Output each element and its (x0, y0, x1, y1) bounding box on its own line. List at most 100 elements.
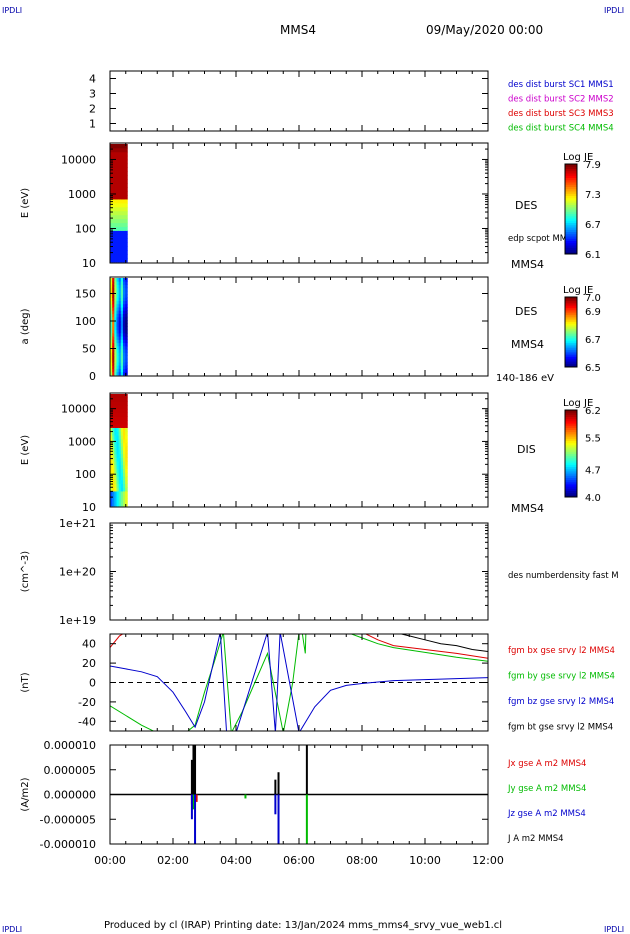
des-pitch-panel-pixel (125, 339, 128, 344)
des-pitch-panel-pixel (114, 323, 117, 327)
des-pitch-panel-pixel (116, 349, 120, 353)
des-pitch-panel-pixel (118, 313, 122, 318)
des-energy-panel-pixel (114, 238, 117, 243)
des-energy-panel-pixel (116, 171, 120, 176)
des-energy-panel-pixel (116, 183, 120, 188)
bfield-panel-y-tick-label: 20 (82, 657, 96, 670)
des-pitch-panel-pixel (112, 303, 115, 308)
des-pitch-panel-pixel (120, 294, 124, 298)
des-energy-panel-pixel (112, 206, 115, 212)
dis-energy-panel-colorbar-segment (565, 410, 577, 413)
dis-energy-panel-pixel (114, 408, 117, 414)
availability-panel-frame (109, 70, 489, 132)
des-energy-panel-pixel (122, 171, 126, 176)
des-energy-panel-pixel (122, 218, 126, 224)
dis-energy-panel-pixel (120, 423, 124, 428)
des-energy-panel-colorbar-segment (565, 238, 577, 241)
bfield-series-2 (110, 634, 488, 731)
dis-energy-panel-pixel (118, 450, 122, 455)
des-energy-panel-pixel (116, 234, 120, 239)
des-energy-panel-colorbar-segment (565, 213, 577, 217)
des-pitch-panel-pixel (125, 349, 128, 353)
des-pitch-panel-pixel (110, 371, 113, 376)
des-pitch-panel-pixel (112, 339, 115, 344)
des-pitch-panel-pixel (125, 362, 128, 366)
dis-energy-panel-pixel (122, 483, 126, 488)
des-energy-panel-pixel (116, 175, 120, 180)
des-pitch-panel-pixel (114, 368, 117, 373)
des-energy-panel-pixel (110, 183, 113, 188)
des-energy-panel-pixel (122, 210, 126, 216)
des-energy-panel-pixel (112, 234, 115, 239)
dis-energy-panel-pixel (116, 450, 120, 455)
dis-energy-panel-pixel (114, 476, 117, 481)
des-pitch-panel-pixel (120, 326, 124, 331)
des-energy-panel-pixel (116, 218, 120, 224)
des-pitch-panel-pixel (116, 342, 120, 347)
des-energy-panel-pixel (122, 226, 126, 231)
dis-energy-panel-colorbar-segment (565, 431, 577, 435)
availability-panel-y-tick-label: 3 (89, 88, 96, 101)
dis-energy-panel-pixel (116, 442, 120, 447)
bfield-series-1 (110, 634, 488, 659)
des-pitch-panel-pixel (120, 320, 124, 324)
des-energy-panel-pixel (114, 163, 117, 168)
des-pitch-panel-colorbar-segment (565, 360, 577, 363)
des-energy-panel-colorbar-segment (565, 231, 577, 235)
des-pitch-panel-y-tick-label: 100 (75, 315, 96, 328)
des-energy-panel-pixel (125, 159, 128, 165)
dis-energy-panel-pixel (118, 483, 122, 488)
dis-energy-panel-colorbar-segment (565, 433, 577, 437)
des-pitch-panel-pixel (116, 307, 120, 311)
dis-energy-panel-pixel (118, 394, 122, 399)
current-panel-y-tick-label: 0.000005 (44, 764, 97, 777)
dis-energy-panel-pixel (110, 435, 113, 440)
dis-energy-panel-colorbar-segment (565, 483, 577, 487)
dis-energy-panel-pixel (122, 450, 126, 455)
des-pitch-panel-pixel (110, 368, 113, 373)
des-pitch-panel-pixel (116, 323, 120, 327)
des-pitch-panel-pixel (114, 355, 117, 360)
des-energy-panel-colorbar-segment (565, 242, 577, 246)
des-pitch-panel-pixel (116, 278, 120, 282)
des-pitch-panel-pixel (125, 332, 128, 337)
des-pitch-panel-pixel (125, 320, 128, 324)
des-energy-panel-pixel (112, 147, 115, 153)
des-energy-panel-pixel (118, 218, 122, 224)
dis-energy-panel-pixel (112, 461, 115, 466)
current-panel-y-tick-label: -0.000010 (40, 838, 96, 851)
des-energy-panel-colorbar-tick-label: 6.1 (585, 250, 601, 261)
dis-energy-panel-pixel (118, 438, 122, 443)
des-pitch-panel-pixel (114, 287, 117, 292)
dis-energy-panel-pixel (114, 405, 117, 410)
corner-label-top-left: IPDLI (2, 6, 22, 15)
des-pitch-panel-pixel (112, 371, 115, 376)
des-pitch-panel-pixel (114, 326, 117, 331)
dis-energy-panel-pixel (112, 405, 115, 410)
dis-energy-panel-pixel (120, 442, 124, 447)
des-pitch-panel-pixel (118, 352, 122, 356)
des-pitch-panel-colorbar-segment (565, 358, 577, 361)
des-energy-panel-pixel (120, 163, 124, 168)
des-energy-panel-pixel (122, 147, 126, 153)
des-pitch-panel-pixel (120, 345, 124, 350)
des-energy-panel-pixel (110, 203, 113, 208)
des-pitch-panel-pixel (122, 342, 126, 347)
dis-energy-panel-pixel (120, 438, 124, 443)
des-energy-panel-pixel (125, 179, 128, 184)
des-pitch-panel-pixel (118, 329, 122, 334)
des-pitch-panel-pixel (122, 278, 126, 282)
dis-energy-panel-ylabel: E (eV) (20, 435, 31, 465)
des-pitch-panel-pixel (118, 278, 122, 282)
dis-energy-panel-pixel (125, 453, 128, 458)
dis-energy-panel-pixel (114, 464, 117, 470)
des-energy-panel-colorbar-segment (565, 188, 577, 192)
dis-energy-panel-pixel (110, 431, 113, 436)
des-pitch-panel-pixel (118, 358, 122, 363)
des-pitch-panel-pixel (110, 284, 113, 289)
des-pitch-panel-pixel (112, 278, 115, 282)
des-pitch-panel-pixel (110, 349, 113, 353)
des-energy-panel-pixel (116, 206, 120, 212)
des-pitch-panel-pixel (120, 284, 124, 289)
des-energy-panel-pixel (112, 187, 115, 192)
